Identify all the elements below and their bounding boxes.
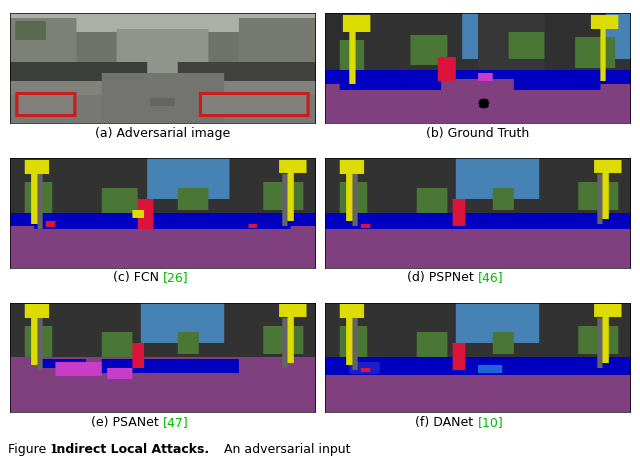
Text: [26]: [26] <box>163 272 188 284</box>
Text: (c) FCN: (c) FCN <box>113 272 163 284</box>
Text: Indirect Local Attacks.: Indirect Local Attacks. <box>52 443 210 456</box>
Text: (f) DANet: (f) DANet <box>415 416 477 429</box>
Text: An adversarial input: An adversarial input <box>216 443 351 456</box>
Text: [10]: [10] <box>477 416 503 429</box>
Text: (e) PSANet: (e) PSANet <box>91 416 163 429</box>
Text: (b) Ground Truth: (b) Ground Truth <box>426 127 529 140</box>
Text: Figure 1:: Figure 1: <box>8 443 66 456</box>
Text: [47]: [47] <box>163 416 188 429</box>
Text: (d) PSPNet: (d) PSPNet <box>407 272 477 284</box>
Text: (a) Adversarial image: (a) Adversarial image <box>95 127 230 140</box>
Text: [46]: [46] <box>477 272 503 284</box>
